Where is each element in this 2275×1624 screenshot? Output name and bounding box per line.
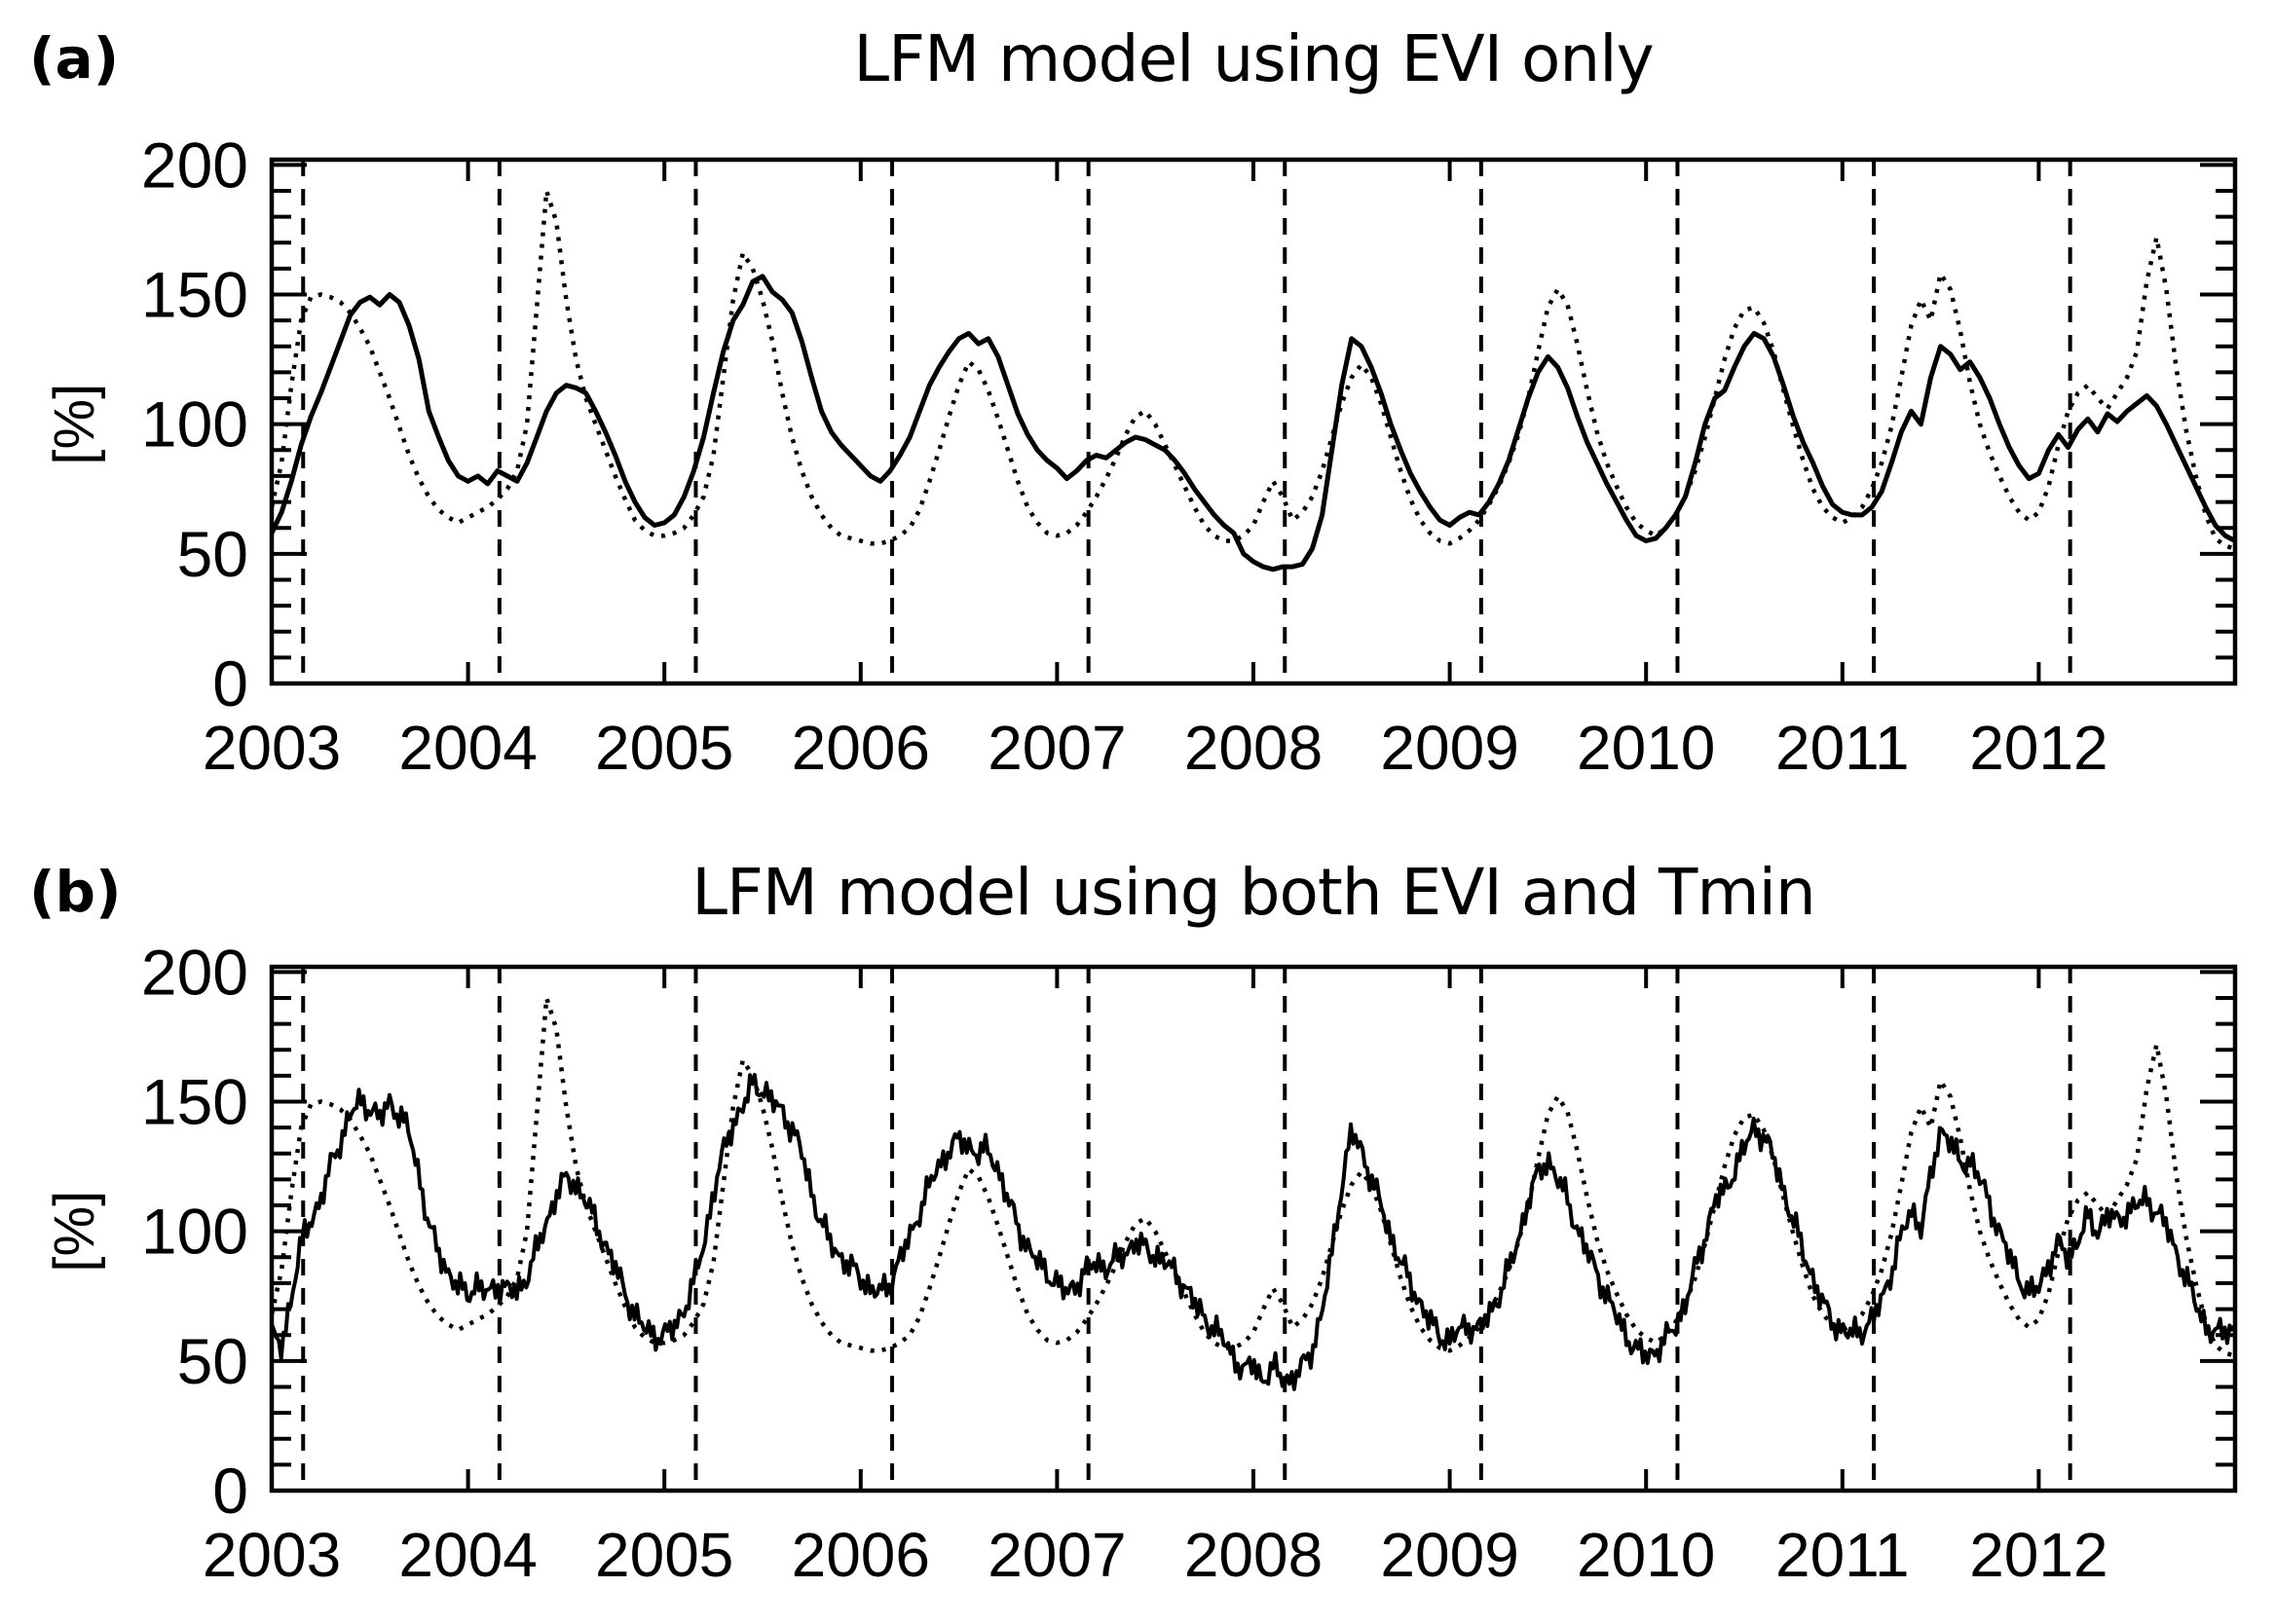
x-tick-label: 2010	[1577, 1520, 1715, 1590]
x-tick-label: 2006	[792, 1520, 930, 1590]
x-tick-label: 2011	[1775, 713, 1910, 783]
y-tick-label: 100	[141, 1196, 248, 1268]
y-tick-label: 200	[141, 936, 248, 1008]
x-tick-label: 2009	[1380, 1520, 1518, 1590]
series-solid-line	[272, 1072, 2235, 1391]
y-tick-label: 100	[141, 388, 248, 461]
panel-b-title: LFM model using both EVI and Tmin	[691, 855, 1816, 930]
axis-frame	[269, 157, 2238, 686]
axis-frame	[269, 964, 2238, 1494]
x-tick-label: 2005	[595, 1520, 733, 1590]
x-tick-label: 2004	[398, 1520, 537, 1590]
y-tick-label: 150	[141, 258, 248, 330]
x-tick-label: 2008	[1184, 1520, 1323, 1590]
panel-b: 0 50 100 150 200 2003 2004 2005 2006 2007 2008 2009…	[43, 936, 2238, 1590]
x-tick-label: 2004	[398, 713, 537, 783]
y-tick-label: 50	[177, 518, 248, 590]
y-tick-label: 200	[141, 129, 248, 201]
x-tick-label: 2012	[1969, 1520, 2107, 1590]
x-tick-label: 2011	[1775, 1520, 1910, 1590]
y-tick-label: 0	[212, 647, 248, 720]
x-tick-label: 2009	[1380, 713, 1518, 783]
y-axis-label: [%]	[43, 1191, 106, 1273]
x-tick-label: 2003	[203, 1520, 341, 1590]
x-tick-label: 2005	[595, 713, 733, 783]
x-tick-label: 2006	[792, 713, 930, 783]
y-tick-label: 0	[212, 1455, 248, 1527]
y-axis-label: [%]	[43, 384, 106, 465]
series-dotted-line	[272, 190, 2235, 551]
x-tick-label: 2010	[1577, 713, 1715, 783]
panel-b-letter: (b)	[29, 859, 122, 925]
x-tick-label: 2007	[988, 1520, 1126, 1590]
x-tick-label: 2008	[1184, 713, 1323, 783]
x-tick-label: 2007	[988, 713, 1126, 783]
panel-a-letter: (a)	[29, 25, 120, 92]
x-tick-label: 2012	[1969, 713, 2107, 783]
y-tick-label: 150	[141, 1065, 248, 1137]
y-tick-label: 50	[177, 1325, 248, 1397]
x-tick-label: 2003	[203, 713, 341, 783]
panel-a: 0 50 100 150 200 2003 2004 2005 2006 2007 2008 2009…	[43, 129, 2238, 783]
panel-a-title: LFM model using EVI only	[853, 21, 1654, 96]
series-solid-line	[272, 274, 2235, 572]
